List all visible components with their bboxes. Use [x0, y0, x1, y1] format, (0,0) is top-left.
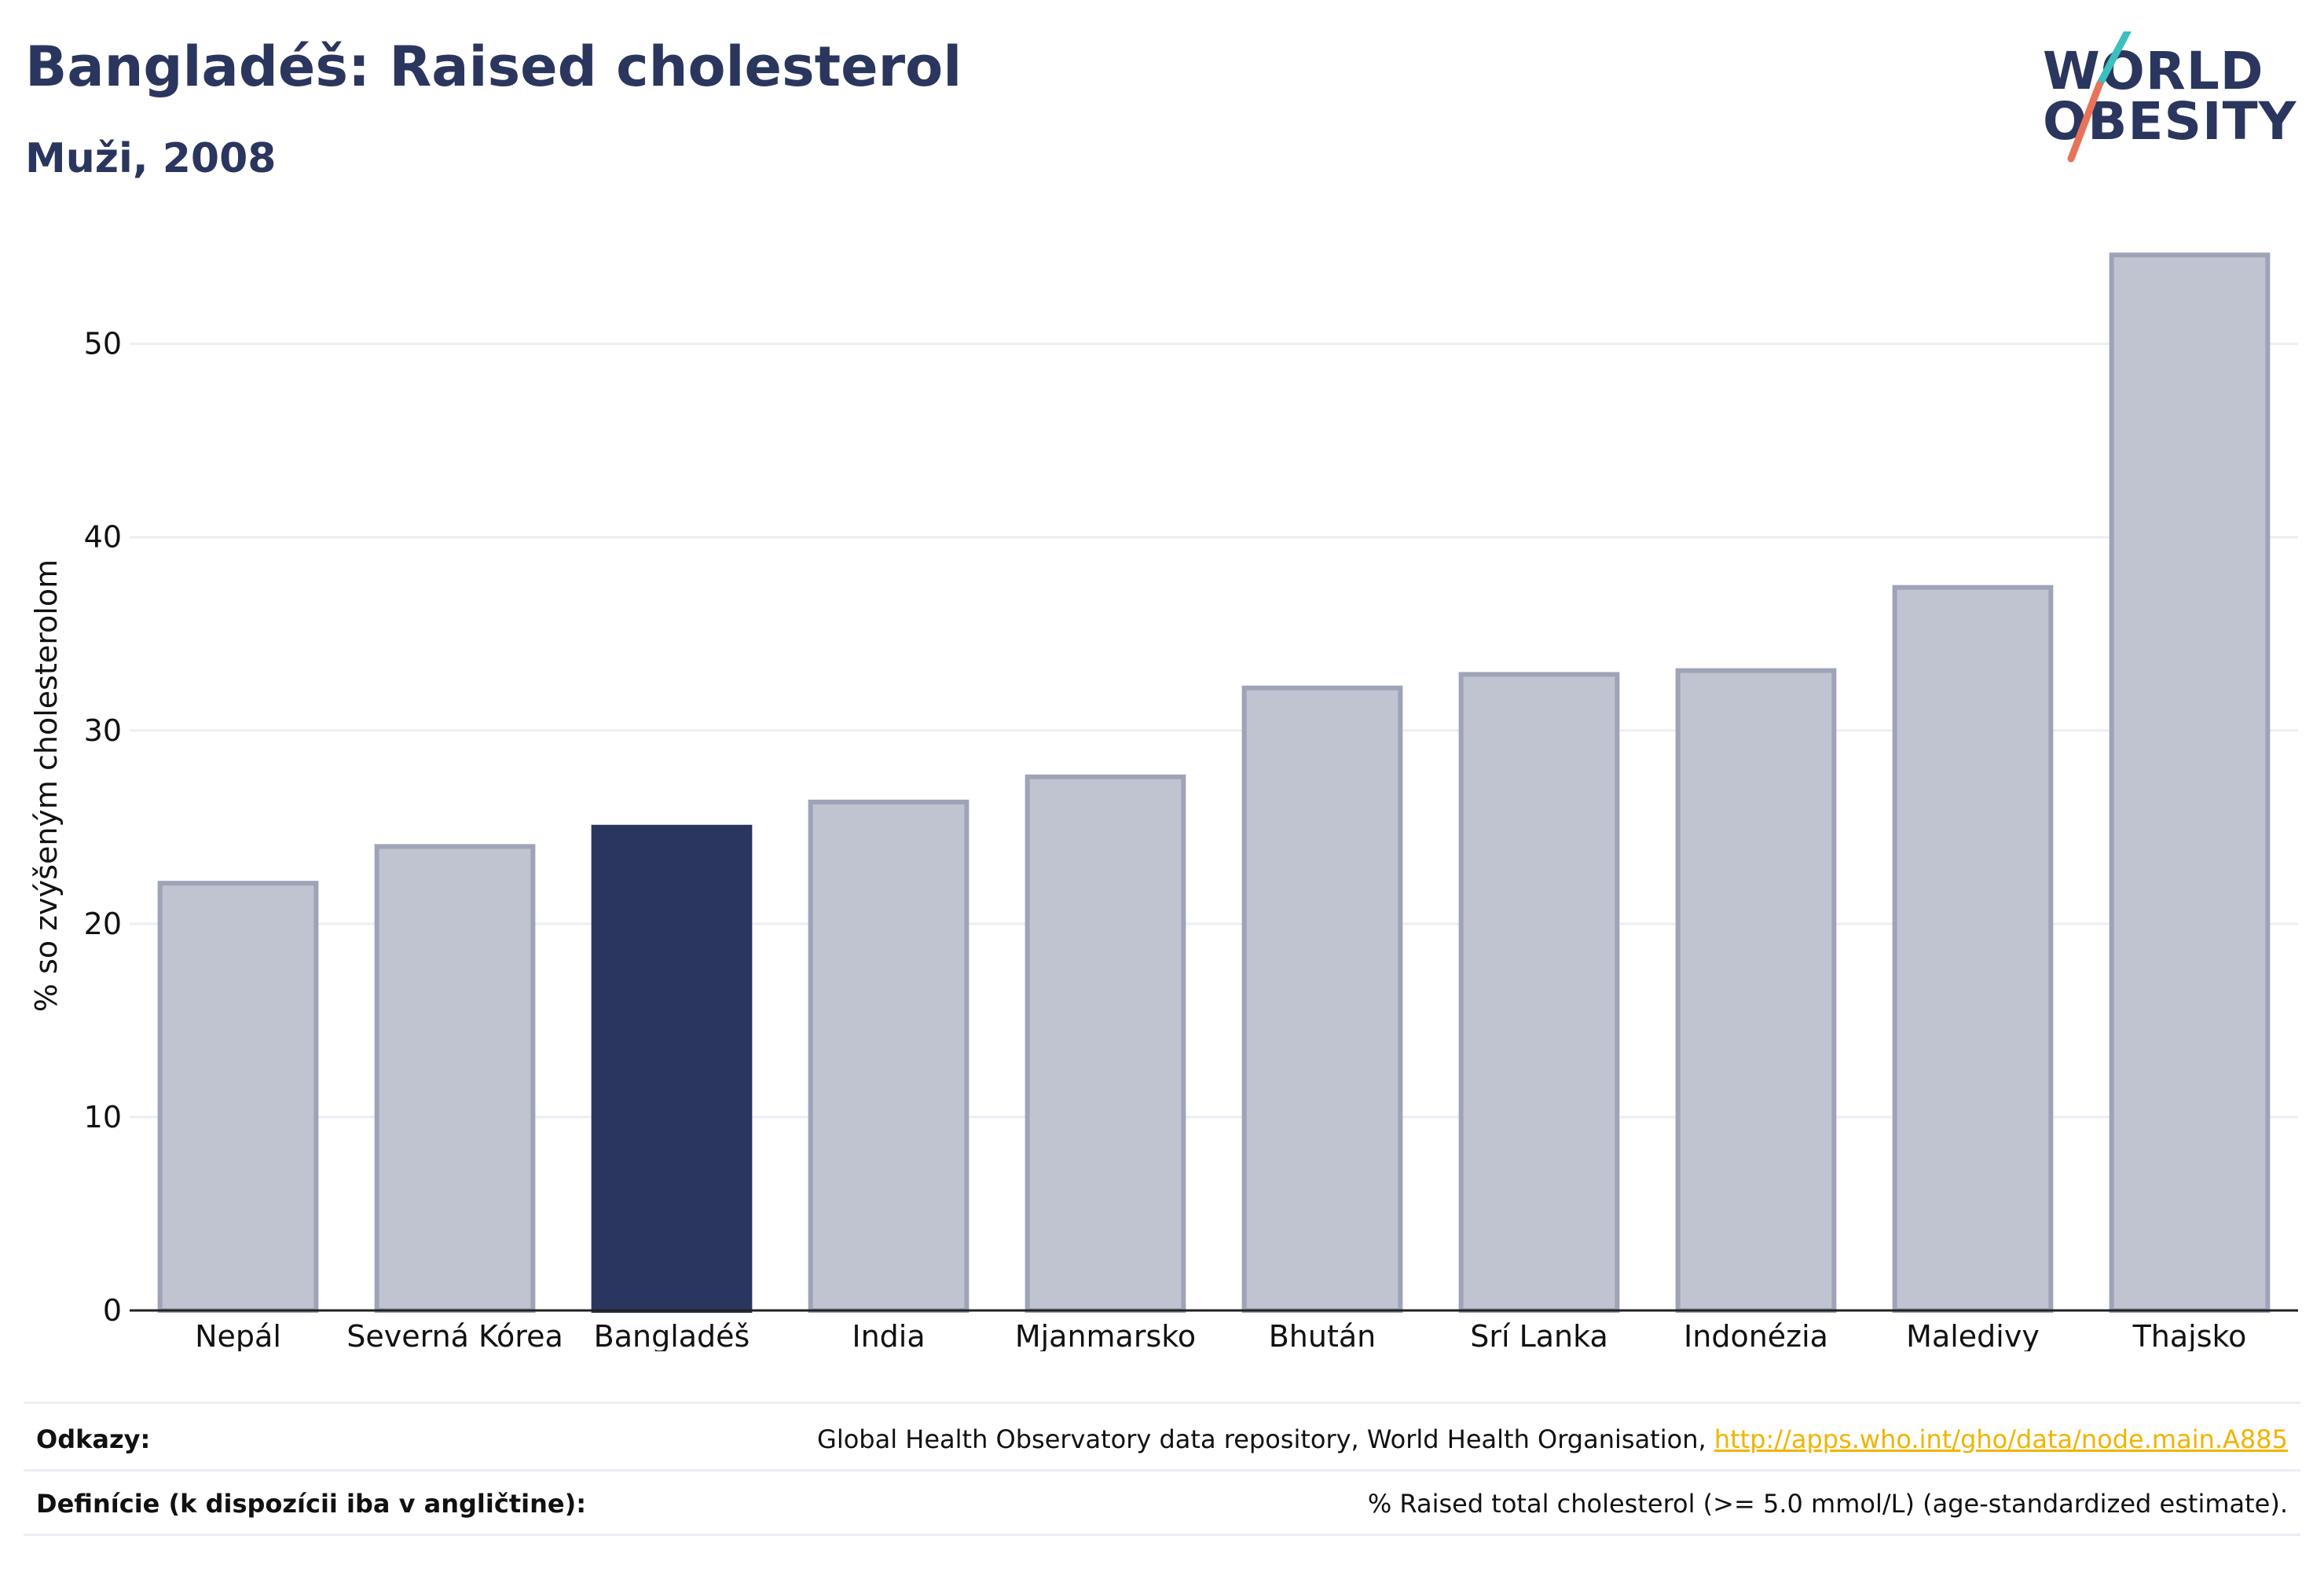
references-row: Odkazy: Global Health Observatory data r…: [24, 1408, 2300, 1471]
x-tick-label: Severná Kórea: [346, 1319, 563, 1351]
y-tick-label: 40: [84, 520, 122, 555]
references-label: Odkazy:: [36, 1424, 151, 1454]
logo-line-1: WORLD: [2043, 41, 2264, 101]
x-tick-label: Srí Lanka: [1470, 1319, 1608, 1351]
bar-bhután: [1241, 685, 1403, 1313]
x-tick-label: Indonézia: [1684, 1319, 1828, 1351]
footer-rule-middle: [24, 1469, 2300, 1472]
logo-slash-icon: [2067, 31, 2132, 163]
x-tick-label: Bhután: [1269, 1319, 1376, 1351]
definition-label: Definície (k dispozícii iba v angličtine…: [36, 1489, 586, 1519]
references-text: Global Health Observatory data repositor…: [817, 1424, 1714, 1454]
footer: Odkazy: Global Health Observatory data r…: [24, 1398, 2300, 1540]
x-tick-label: Mjanmarsko: [1015, 1319, 1196, 1351]
y-axis-ticks: 0 10 20 30 40 50: [84, 327, 122, 1328]
definition-value: % Raised total cholesterol (>= 5.0 mmol/…: [1367, 1489, 2288, 1519]
bar-thajsko: [2109, 252, 2271, 1314]
x-axis-labels: Nepál Severná Kórea Bangladéš India Mjanmars…: [195, 1319, 2246, 1351]
bar-severná-kórea: [374, 844, 536, 1313]
bar-nepál: [157, 881, 319, 1313]
y-tick-label: 50: [84, 327, 122, 361]
bars: [157, 252, 2271, 1314]
x-tick-label: Bangladéš: [594, 1319, 750, 1351]
x-tick-label: India: [852, 1319, 925, 1351]
world-obesity-logo: WORLD OBESITY: [2043, 31, 2302, 173]
bar-indonézia: [1675, 668, 1837, 1313]
bar-chart: 0 10 20 30 40 50 Nepál Severná Kórea Bangladéš I…: [29, 252, 2298, 1351]
bar-maledivy: [1892, 585, 2054, 1313]
bar-bangladéš: [591, 824, 753, 1313]
bar-india: [808, 799, 970, 1313]
footer-rule-bottom: [24, 1534, 2300, 1536]
x-tick-label: Thajsko: [2132, 1319, 2247, 1351]
y-axis-title: % so zvýšeným cholesterolom: [29, 559, 64, 1012]
y-tick-label: 10: [84, 1100, 122, 1134]
x-tick-label: Maledivy: [1906, 1319, 2040, 1351]
bar-mjanmarsko: [1025, 774, 1186, 1313]
y-tick-label: 0: [103, 1293, 122, 1328]
x-tick-label: Nepál: [195, 1319, 281, 1351]
y-tick-label: 30: [84, 713, 122, 748]
references-value: Global Health Observatory data repositor…: [817, 1424, 2300, 1454]
bar-srí-lanka: [1458, 672, 1620, 1313]
definition-row: Definície (k dispozícii iba v angličtine…: [24, 1472, 2300, 1535]
chart-subtitle: Muži, 2008: [25, 135, 277, 182]
chart-title: Bangladéš: Raised cholesterol: [25, 35, 962, 99]
references-link[interactable]: http://apps.who.int/gho/data/node.main.A…: [1714, 1424, 2288, 1454]
footer-rule-top: [24, 1402, 2300, 1404]
y-tick-label: 20: [84, 907, 122, 941]
